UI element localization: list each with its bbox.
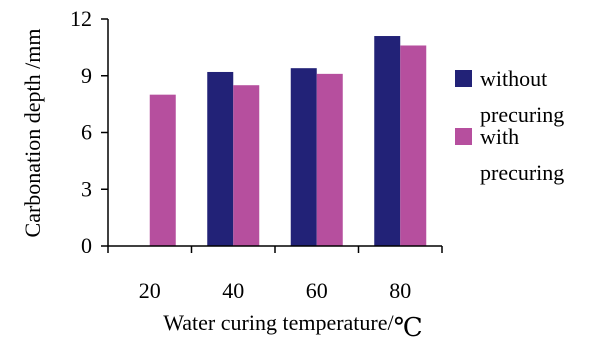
legend-label: precuring [480, 160, 564, 185]
y-tick-label: 3 [81, 176, 92, 201]
y-axis-title: Carbonation depth /mm [20, 29, 45, 238]
x-axis-title: Water curing temperature/℃ [163, 310, 422, 342]
y-tick-label: 12 [70, 6, 92, 31]
bar [233, 85, 260, 246]
bar [207, 71, 234, 246]
plot-area [149, 36, 427, 247]
bar [400, 45, 427, 246]
bar [149, 94, 176, 247]
legend-label: with [480, 124, 519, 149]
bar [290, 68, 317, 246]
x-tick-label: 40 [222, 278, 244, 303]
legend-swatch [455, 70, 472, 87]
y-tick-label: 6 [81, 120, 92, 145]
legend-swatch [455, 128, 472, 145]
bar [374, 36, 401, 247]
x-axis-unit: ℃ [394, 313, 423, 342]
legend-label: without [480, 66, 547, 91]
x-tick-label: 20 [139, 278, 161, 303]
x-axis-title-text: Water curing temperature/ [163, 310, 394, 335]
x-tick-label: 60 [306, 278, 328, 303]
y-ticks: 0 3 6 9 12 [70, 6, 108, 258]
legend-label: precuring [480, 102, 564, 127]
bar [316, 73, 343, 246]
y-tick-label: 0 [81, 233, 92, 258]
y-tick-label: 9 [81, 63, 92, 88]
x-tick-label: 80 [389, 278, 411, 303]
x-ticks: 20 40 60 80 [107, 246, 443, 303]
